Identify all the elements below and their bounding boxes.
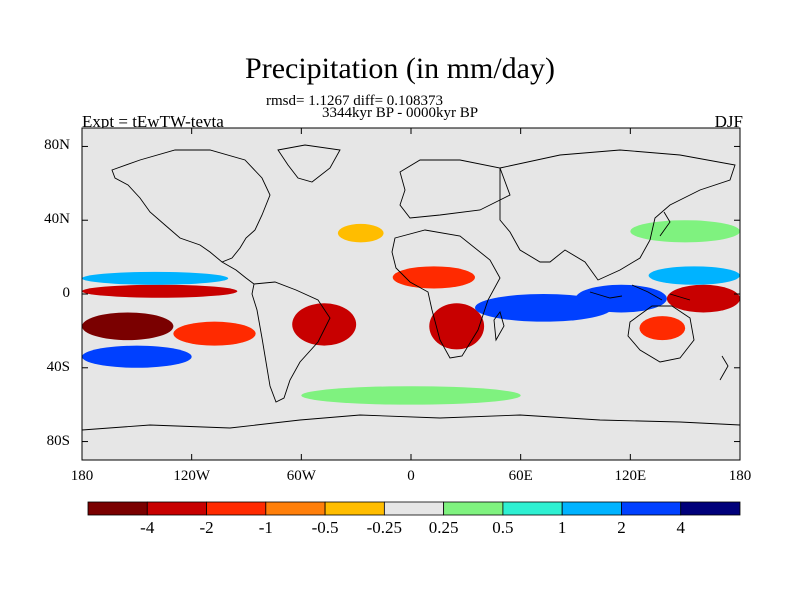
coastline-asia [499,149,736,281]
coastline-africa [391,229,501,359]
colorbar-swatch [680,501,741,516]
colorbar-swatch [621,501,682,516]
region-south-pacific-dry-tail [173,321,256,346]
coastline-antarctica [82,414,740,431]
colorbar-swatch [383,501,445,516]
coastline-central-america [221,261,255,285]
colorbar-swatch [146,501,207,516]
region-australia-dry [639,316,686,341]
y-tick-label: 0 [62,285,71,301]
y-tick-label: 40S [46,358,70,375]
map-title: Precipitation (in mm/day) [245,52,555,85]
coastlines [82,144,740,431]
colorbar-label: 1 [557,518,567,537]
colorbar-label: -0.5 [311,518,339,537]
coastline-south-america [251,281,331,403]
y-tick-label: 80N [44,137,70,154]
x-tick-label: 180 [728,468,752,484]
colorbar-label: 0.25 [428,518,459,537]
region-west-pacific-wet-north [648,266,740,285]
region-south-pacific-dry-core [82,312,174,341]
coastline-australia [627,305,695,363]
coastline-japan [659,211,671,237]
colorbar-swatch [561,501,622,516]
colorbar-swatch [87,501,148,516]
colorbar-swatch [206,501,267,516]
region-maritime-continent-wet [575,284,667,313]
colorbar-label: -1 [258,518,273,537]
region-africa-south-dry [429,303,485,350]
colorbar-swatch [265,501,326,516]
coastline-north-america [111,149,271,263]
region-south-pacific-wet-band [82,345,192,368]
experiment-label: Expt = tEwTW-tevta [82,112,224,131]
axis-ticks [81,128,741,460]
colorbar-label: 0.5 [492,518,514,537]
y-tick-label: 40N [44,211,70,228]
season-label: DJF [714,112,743,131]
colorbar-swatch [324,501,385,516]
coastline-maritime-continent [589,284,691,301]
coastline-new-zealand [719,355,729,381]
coastline-madagascar [493,311,505,342]
region-north-pacific-wet-band [82,271,229,285]
colorbar-label: -0.25 [366,518,403,537]
region-africa-north-dry [392,266,475,289]
region-northwest-pacific-wet [630,220,740,243]
x-tick-label: 60E [508,468,533,484]
region-west-pacific-dry [666,284,740,313]
x-tick-label: 180 [70,468,94,484]
x-tick-label: 120E [614,468,647,484]
region-southern-ocean-wet [301,386,521,405]
x-tick-label: 120W [173,468,210,484]
x-tick-label: 60W [286,468,316,484]
colorbar-label: 4 [676,518,685,537]
colorbar-swatch [502,501,563,516]
colorbar-label: -2 [199,518,214,537]
colorbar [87,501,741,516]
colorbar-label: 2 [617,518,626,537]
region-north-atlantic-dry-patch [337,223,384,243]
coastline-europe [399,159,511,219]
region-central-pacific-dry-band [82,284,238,298]
y-tick-label: 80S [46,432,70,449]
region-south-america-dry [292,303,357,346]
x-tick-label: 0 [407,468,415,484]
colorbar-swatch [443,501,504,516]
stats-line: rmsd= 1.1267 diff= 0.108373 [266,93,444,109]
colorbar-label: -4 [140,518,155,537]
period-line: 3344kyr BP - 0000kyr BP [322,105,479,121]
precip-anomaly-field [82,220,740,405]
coastline-greenland [277,144,341,183]
